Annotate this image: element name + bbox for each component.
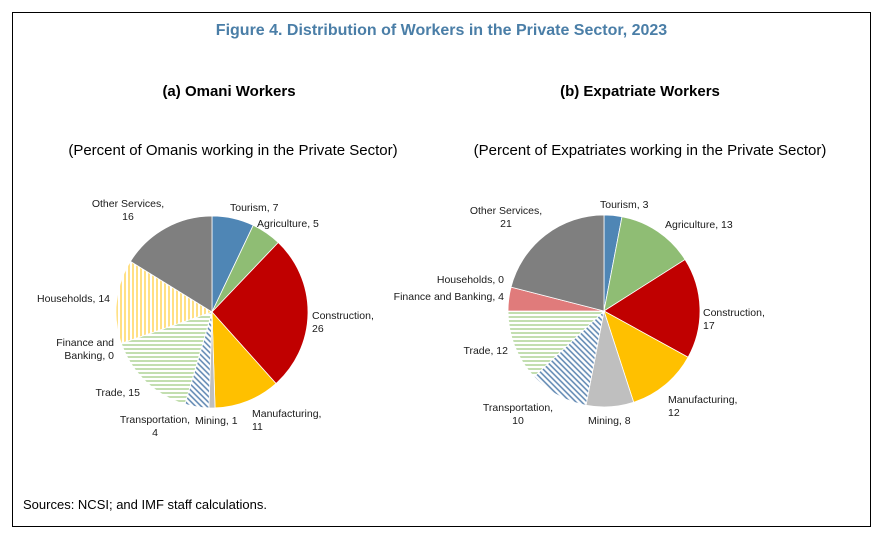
chart-b-label-households: Households, 0 (437, 274, 504, 286)
chart-b-label-construction: Construction, 17 (703, 307, 765, 332)
source-note: Sources: NCSI; and IMF staff calculation… (23, 497, 267, 512)
chart-a-title: (a) Omani Workers (162, 83, 296, 100)
chart-b-title: (b) Expatriate Workers (560, 83, 720, 100)
chart-b-label-tourism: Tourism, 3 (600, 199, 649, 211)
chart-a-label-households: Households, 14 (37, 293, 110, 305)
chart-a-subtitle: (Percent of Omanis working in the Privat… (68, 142, 398, 159)
chart-a-pie: Tourism, 7 Agriculture, 5 Construction, 26 M… (37, 198, 374, 439)
chart-a-label-agriculture: Agriculture, 5 (257, 218, 319, 230)
chart-b-label-finance-and-banking: Finance and Banking, 4 (394, 291, 504, 303)
chart-b-pie: Tourism, 3 Agriculture, 13 Construction, 17… (394, 199, 765, 427)
chart-a-label-other-services: Other Services, 16 (92, 198, 164, 223)
chart-a-slice-households (115, 260, 213, 344)
chart-b-label-agriculture: Agriculture, 13 (665, 219, 733, 231)
chart-a-label-trade: Trade, 15 (95, 387, 140, 399)
chart-a-slice-construction (211, 241, 309, 385)
chart-a-label-manufacturing: Manufacturing, 11 (252, 408, 321, 433)
chart-a-label-mining: Mining, 1 (195, 415, 238, 427)
chart-b-label-other-services: Other Services, 21 (470, 205, 542, 230)
chart-a-label-transportation: Transportation, 4 (120, 414, 190, 439)
chart-b-slice-manufacturing (603, 310, 689, 403)
chart-a-label-construction: Construction, 26 (312, 310, 374, 335)
chart-b-slice-agriculture (603, 216, 686, 312)
chart-b-label-trade: Trade, 12 (463, 345, 508, 357)
chart-b-label-mining: Mining, 8 (588, 415, 631, 427)
chart-b-slice-construction (603, 259, 701, 358)
chart-a-slice-trade (120, 311, 213, 405)
chart-b-subtitle: (Percent of Expatriates working in the P… (473, 142, 827, 159)
chart-a-slice-other-services (129, 215, 213, 313)
chart-b-label-manufacturing: Manufacturing, 12 (668, 394, 737, 419)
chart-a-label-tourism: Tourism, 7 (230, 202, 279, 214)
chart-b-slice-other-services (510, 214, 605, 312)
figure-title: Figure 4. Distribution of Workers in the… (215, 22, 668, 39)
chart-a-label-finance-and-banking: Finance and Banking, 0 (56, 337, 114, 362)
chart-b-slice-trade (507, 310, 606, 378)
chart-b-label-transportation: Transportation, 10 (483, 402, 553, 427)
chart-a-slice-manufacturing (211, 310, 277, 409)
